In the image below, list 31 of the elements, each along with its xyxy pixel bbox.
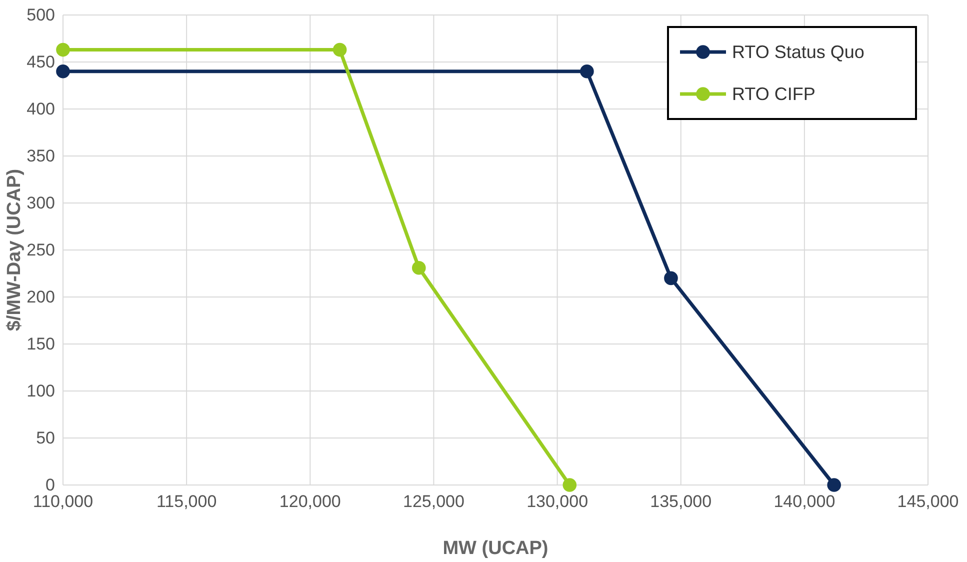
y-tick-label: 0 (46, 475, 55, 494)
y-tick-label: 500 (26, 5, 55, 24)
point (56, 64, 70, 78)
y-tick-label: 300 (26, 193, 55, 212)
x-tick-label: 135,000 (650, 492, 712, 512)
y-tick-label: 100 (26, 381, 55, 400)
point (562, 478, 577, 492)
legend-label: RTO CIFP (732, 84, 816, 104)
y-tick-label: 250 (26, 240, 55, 260)
x-tick-label: 115,000 (156, 492, 217, 512)
legend-label: RTO Status Quo (732, 42, 864, 62)
point (580, 64, 594, 78)
x-tick-label: 145,000 (897, 492, 959, 512)
y-axis-title: $/MW-Day (UCAP) (4, 168, 25, 332)
point (56, 42, 70, 57)
y-tick-label: 450 (26, 52, 55, 72)
point (332, 42, 347, 57)
y-tick-label: 150 (26, 334, 55, 354)
point (412, 260, 426, 275)
x-tick-label: 120,000 (279, 492, 341, 512)
point (827, 478, 841, 492)
y-tick-label: 350 (26, 146, 55, 166)
x-tick-label: 140,000 (774, 492, 836, 512)
x-axis-title: MW (UCAP) (442, 538, 548, 559)
y-tick-label: 400 (26, 99, 55, 118)
y-tick-label: 50 (36, 428, 55, 448)
y-tick-label: 200 (26, 287, 55, 306)
x-tick-label: 130,000 (526, 492, 588, 512)
x-tick-label: 125,000 (402, 492, 464, 512)
x-tick-label: 110,000 (32, 492, 94, 512)
point (664, 271, 678, 286)
